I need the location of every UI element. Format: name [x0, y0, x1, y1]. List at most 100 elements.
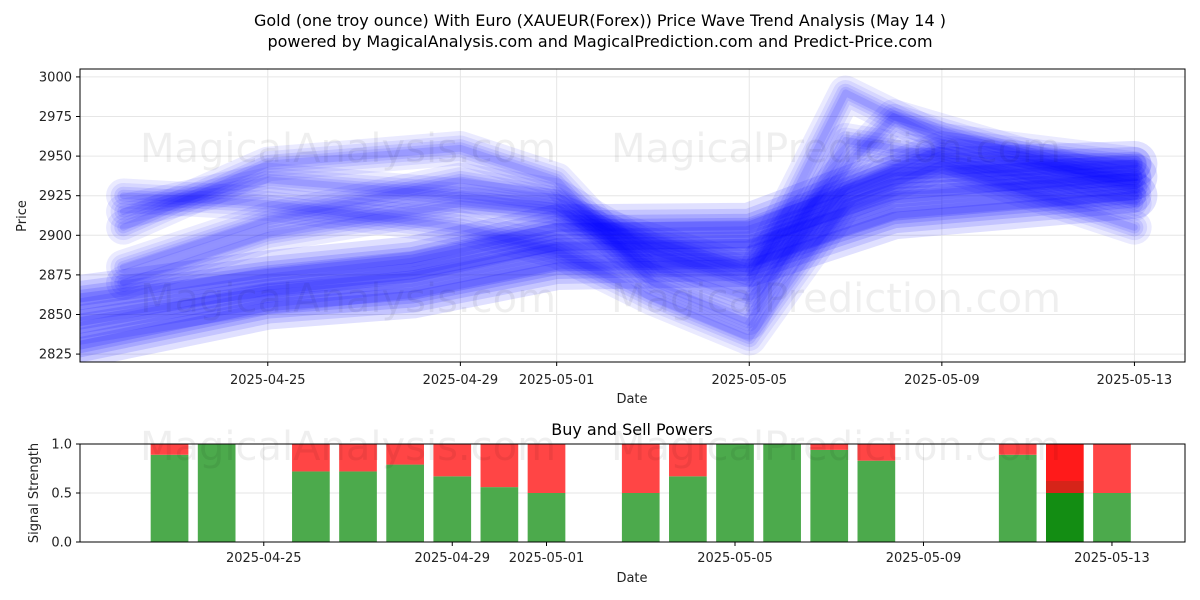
buy-power-bar [669, 476, 707, 542]
price-wave-band [119, 144, 1138, 302]
price-wave-band [80, 164, 1147, 334]
signal-bars [150, 444, 1131, 542]
buy-power-bar [480, 487, 519, 542]
price-wave-band [110, 80, 1148, 296]
price-x-tick-label: 2025-05-01 [519, 373, 595, 388]
price-wave-band [114, 139, 1144, 308]
sell-power-bar [810, 444, 849, 450]
price-wave-band [80, 152, 1147, 311]
price-plot-frame [79, 68, 1186, 363]
price-wave-band [110, 135, 1148, 312]
price-x-axis-label: Date [616, 392, 647, 407]
price-wave-band [117, 110, 1141, 289]
price-wave-band [117, 86, 1141, 289]
sell-power-bar [292, 444, 330, 472]
price-wave-band [119, 160, 1138, 342]
buy-power-bar [857, 460, 896, 542]
price-wave-band [80, 159, 1139, 303]
signal-y-tick-label: 0.5 [51, 487, 72, 502]
signal-watermarks: MagicalAnalysis.com MagicalPrediction.co… [140, 424, 1061, 470]
price-y-tick-label: 2825 [39, 348, 72, 363]
watermark-magicalprediction-top: MagicalPrediction.com [611, 126, 1061, 172]
buy-power-bar [1045, 493, 1084, 542]
watermark-magicalprediction-mid: MagicalPrediction.com [611, 276, 1061, 322]
signal-x-tick-label: 2025-05-05 [697, 551, 773, 566]
price-wave-band [80, 191, 1139, 350]
sell-power-bar [621, 444, 660, 493]
price-wave-band [80, 187, 1143, 354]
sell-power-bar [480, 444, 519, 488]
buy-power-bar [621, 493, 660, 542]
sell-power-bar [433, 444, 472, 477]
price-wave-band [117, 158, 1141, 345]
price-wave-band [80, 156, 1143, 307]
buy-power-bar [810, 449, 849, 542]
watermark-magicalanalysis-mid: MagicalAnalysis.com [140, 276, 556, 322]
signal-x-tick-label: 2025-04-25 [226, 551, 302, 566]
price-y-tick-label: 2950 [39, 150, 72, 165]
price-wave-band [114, 155, 1144, 348]
price-wave-band [106, 130, 1152, 316]
price-y-tick-label: 2975 [39, 110, 72, 125]
buy-power-bar [527, 493, 566, 542]
price-wave-band [80, 168, 1143, 330]
signal-y-tick-label: 1.0 [51, 438, 72, 453]
price-wave-band [106, 146, 1152, 356]
price-wave-band [106, 75, 1152, 301]
price-wave-band [114, 131, 1144, 332]
sell-power-bar [527, 444, 566, 493]
price-wave-band [117, 134, 1141, 329]
price-watermarks: MagicalAnalysis.com MagicalPrediction.co… [140, 126, 1061, 322]
signal-x-tick-label: 2025-04-29 [414, 551, 490, 566]
buy-power-bar [763, 444, 801, 542]
price-wave-band [80, 147, 1152, 316]
signal-x-tick-label: 2025-05-09 [886, 551, 962, 566]
price-x-tick-label: 2025-05-13 [1097, 373, 1173, 388]
price-x-tick-label: 2025-04-25 [230, 373, 306, 388]
buy-power-bar [998, 454, 1037, 542]
signal-blend-band [1045, 481, 1084, 493]
sell-power-bar [339, 444, 377, 472]
price-wave-band [80, 141, 1158, 322]
price-wave-band [110, 103, 1148, 296]
price-wave-band [106, 99, 1152, 301]
watermark-magicalprediction-bottom: MagicalPrediction.com [611, 424, 1061, 470]
price-wave-band [106, 123, 1152, 340]
price-wave-band [119, 89, 1138, 287]
price-x-tick-label: 2025-05-09 [904, 373, 980, 388]
signal-x-tick-label: 2025-05-01 [509, 551, 585, 566]
price-wave-band [80, 178, 1152, 362]
price-x-tick-label: 2025-05-05 [711, 373, 787, 388]
signal-x-axis-label: Date [616, 571, 647, 586]
price-x-tick-label: 2025-04-29 [423, 373, 499, 388]
price-wave-band [114, 107, 1144, 292]
price-wave-band [110, 151, 1148, 351]
price-y-ticks: 2825 2850 2875 2900 2925 2950 2975 3000 [39, 70, 80, 363]
watermark-magicalanalysis-top: MagicalAnalysis.com [140, 126, 556, 172]
price-wave-band [80, 172, 1158, 362]
price-wave-band [119, 136, 1138, 326]
price-wave-band [110, 127, 1148, 336]
price-wave-panel: MagicalAnalysis.com MagicalPrediction.co… [15, 68, 1186, 407]
buy-power-bar [292, 471, 330, 542]
buy-power-bar [386, 464, 424, 542]
signal-y-tick-label: 0.0 [51, 536, 72, 551]
price-wave-band [114, 83, 1144, 292]
buy-power-bar [716, 444, 754, 542]
buy-power-bar [150, 454, 189, 542]
sell-power-bar [998, 444, 1037, 455]
signal-x-ticks: 2025-04-25 2025-04-29 2025-05-01 2025-05-05… [226, 542, 1150, 566]
signal-y-axis-label: Signal Strength [27, 443, 42, 543]
price-y-axis-label: Price [15, 200, 30, 232]
sell-power-bar [386, 444, 424, 465]
price-wave-band [80, 153, 1158, 345]
price-wave-band [80, 172, 1139, 327]
price-wave-band [80, 183, 1147, 358]
sell-power-bar [669, 444, 707, 477]
buy-power-bar [1093, 493, 1131, 542]
buy-sell-panel: Buy and Sell Powers MagicalAnalysis.com … [27, 420, 1186, 586]
buy-power-bar [197, 444, 236, 542]
figure-title-line2: powered by MagicalAnalysis.com and Magic… [267, 32, 932, 51]
buy-power-bar [433, 476, 472, 542]
